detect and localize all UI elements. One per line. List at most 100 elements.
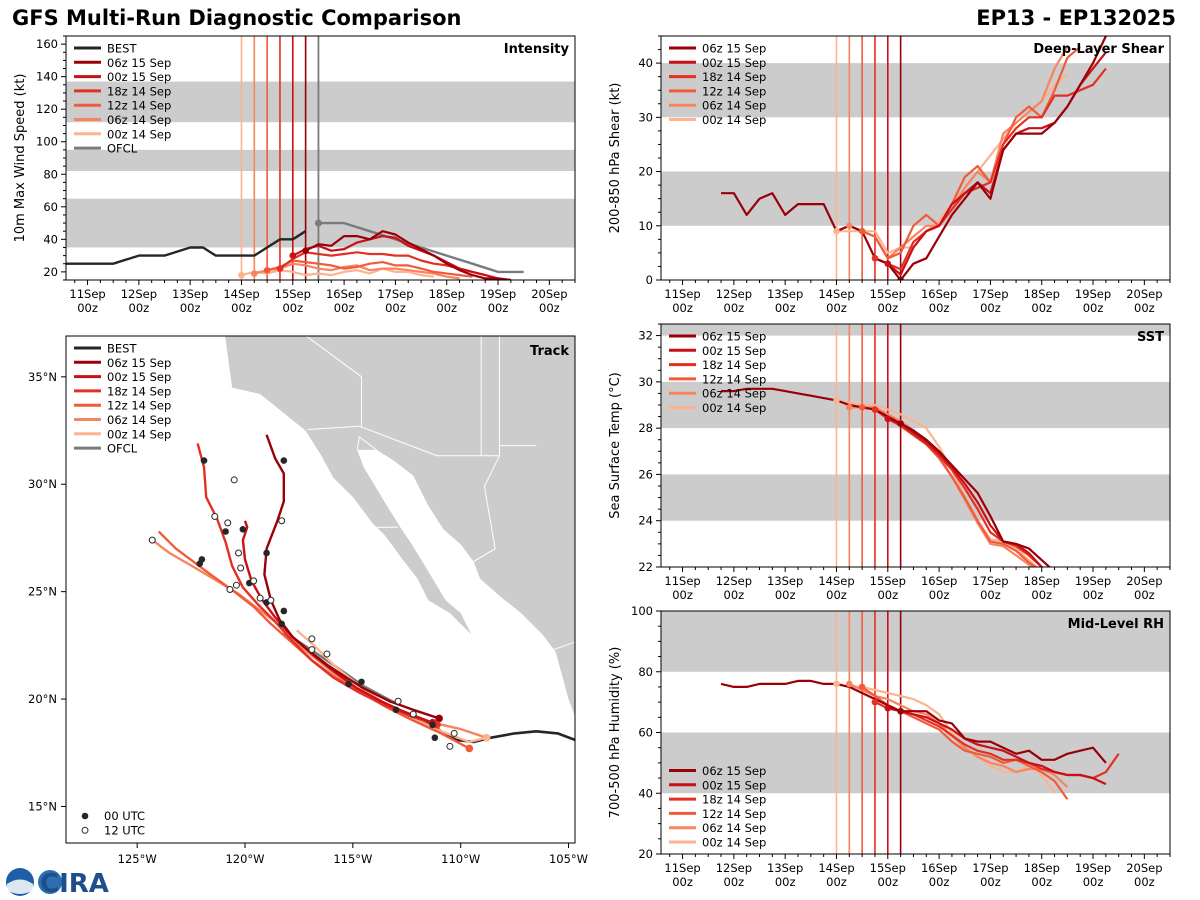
track-legend-marker-12 bbox=[81, 826, 89, 834]
track-marker-00utc bbox=[280, 607, 288, 615]
rh-plot-area bbox=[661, 611, 1170, 854]
intensity-legend-label: 00z 15 Sep bbox=[107, 70, 171, 84]
rh-init-point bbox=[897, 707, 904, 715]
sst-title: SST bbox=[1137, 330, 1164, 345]
shear-plot-area bbox=[661, 36, 1170, 280]
shear-init-point bbox=[897, 276, 904, 280]
rh-xtick-label-hour: 00z bbox=[1031, 875, 1052, 889]
track-legend-label-00: 00 UTC bbox=[104, 809, 145, 823]
rh-xtick-label-day: 16Sep bbox=[921, 861, 957, 875]
track-legend-label: 00z 14 Sep bbox=[107, 427, 171, 441]
rh-xtick-label-day: 11Sep bbox=[664, 861, 700, 875]
track-series-line bbox=[296, 629, 487, 744]
track-init-point bbox=[482, 733, 491, 742]
intensity-series-line bbox=[305, 230, 512, 280]
shear-legend-label: 06z 15 Sep bbox=[702, 42, 766, 56]
track-marker-12utc bbox=[237, 564, 245, 572]
intensity-ytick-label: 60 bbox=[43, 200, 58, 214]
shear-xtick-label-hour: 00z bbox=[672, 301, 693, 315]
track-legend-label: 12z 14 Sep bbox=[107, 399, 171, 413]
track-marker-12utc bbox=[446, 742, 454, 750]
sst-ytick-label: 28 bbox=[638, 421, 653, 435]
shear-xtick-label-day: 13Sep bbox=[767, 287, 803, 301]
sst-xtick-label-day: 15Sep bbox=[870, 574, 906, 588]
sst-xtick-label-hour: 00z bbox=[672, 588, 693, 602]
shear-xtick-label-day: 12Sep bbox=[716, 287, 752, 301]
sst-band bbox=[661, 474, 1170, 521]
track-marker-00utc bbox=[429, 721, 436, 729]
track-legend-marker-00 bbox=[81, 812, 89, 820]
sst-xtick-label-hour: 00z bbox=[1031, 588, 1052, 602]
rh-xtick-label-hour: 00z bbox=[724, 875, 745, 889]
shear-legend-label: 12z 14 Sep bbox=[702, 84, 766, 98]
shear-ytick-label: 20 bbox=[638, 165, 653, 179]
intensity-band bbox=[66, 149, 575, 172]
intensity-ytick-label: 80 bbox=[43, 167, 58, 181]
intensity-series-line bbox=[241, 267, 435, 278]
rh-legend-label: 06z 14 Sep bbox=[702, 821, 766, 835]
track-marker-12utc bbox=[235, 549, 243, 557]
track-legend-label: OFCL bbox=[107, 442, 138, 456]
intensity-xtick-label-day: 15Sep bbox=[275, 287, 311, 301]
rh-init-point bbox=[871, 698, 879, 706]
track-legend-label: 06z 14 Sep bbox=[107, 413, 171, 427]
shear-init-point bbox=[871, 255, 879, 262]
rh-band bbox=[661, 611, 1170, 672]
sst-legend-label: 00z 15 Sep bbox=[702, 344, 766, 358]
track-legend-label-12: 12 UTC bbox=[104, 823, 145, 837]
shear-xtick-label-hour: 00z bbox=[980, 301, 1001, 315]
track-ytick-label: 25°N bbox=[28, 585, 57, 599]
shear-xtick-label-day: 16Sep bbox=[921, 287, 957, 301]
shear-xtick-label-day: 14Sep bbox=[818, 287, 854, 301]
shear-xtick-label-hour: 00z bbox=[929, 301, 950, 315]
storm-id: EP13 - EP132025 bbox=[976, 6, 1176, 30]
intensity-xtick-label-day: 16Sep bbox=[326, 287, 362, 301]
sst-xtick-label-day: 19Sep bbox=[1075, 574, 1111, 588]
track-marker-12utc bbox=[450, 729, 458, 737]
shear-xtick-label-day: 11Sep bbox=[664, 287, 700, 301]
intensity-init-point bbox=[302, 247, 309, 255]
shear-init-point bbox=[833, 227, 840, 235]
track-marker-00utc bbox=[239, 526, 247, 533]
sst-xtick-label-hour: 00z bbox=[724, 588, 745, 602]
sst-xtick-label-day: 16Sep bbox=[921, 574, 957, 588]
sst-xtick-label-hour: 00z bbox=[980, 588, 1001, 602]
intensity-xtick-label-hour: 00z bbox=[129, 301, 150, 315]
intensity-ylabel: 10m Max Wind Speed (kt) bbox=[13, 74, 28, 243]
track-marker-12utc bbox=[256, 594, 264, 602]
sst-series-line bbox=[874, 408, 1044, 567]
shear-legend-label: 00z 15 Sep bbox=[702, 56, 766, 70]
shear-xtick-label-hour: 00z bbox=[826, 301, 847, 315]
shear-xtick-label-day: 19Sep bbox=[1075, 287, 1111, 301]
shear-init-point bbox=[858, 227, 866, 235]
intensity-xtick-label-hour: 00z bbox=[334, 301, 355, 315]
intensity-legend-label: OFCL bbox=[107, 142, 138, 156]
shear-series-line bbox=[721, 36, 1107, 280]
rh-ytick-label: 40 bbox=[638, 786, 653, 800]
intensity-ytick-label: 120 bbox=[36, 102, 58, 116]
track-marker-00utc bbox=[222, 528, 229, 535]
sst-band bbox=[661, 324, 1170, 336]
intensity-plot-area bbox=[66, 36, 575, 280]
intensity-ytick-label: 160 bbox=[36, 37, 58, 51]
sst-xtick-label-day: 17Sep bbox=[972, 574, 1008, 588]
track-marker-12utc bbox=[409, 710, 417, 718]
track-xtick-label: 110°W bbox=[441, 852, 480, 866]
track-legend-label: 18z 14 Sep bbox=[107, 384, 171, 398]
shear-init-point bbox=[884, 260, 892, 268]
intensity-ofcl-line bbox=[318, 221, 524, 274]
intensity-panel: 11Sep00z12Sep00z13Sep00z14Sep00z15Sep00z… bbox=[13, 35, 576, 315]
track-xtick-label: 115°W bbox=[333, 852, 372, 866]
rh-series-line bbox=[720, 679, 1107, 764]
shear-xtick-label-hour: 00z bbox=[1083, 301, 1104, 315]
shear-band bbox=[661, 171, 1170, 226]
rh-title: Mid-Level RH bbox=[1068, 617, 1164, 632]
border-us-mexico bbox=[307, 425, 537, 457]
track-marker-12utc bbox=[230, 476, 238, 484]
sst-ytick-label: 22 bbox=[638, 560, 653, 574]
intensity-legend-label: 00z 14 Sep bbox=[107, 127, 171, 141]
intensity-series-line bbox=[292, 235, 499, 280]
rh-xtick-label-hour: 00z bbox=[1134, 875, 1155, 889]
intensity-legend-label: 06z 14 Sep bbox=[107, 113, 171, 127]
